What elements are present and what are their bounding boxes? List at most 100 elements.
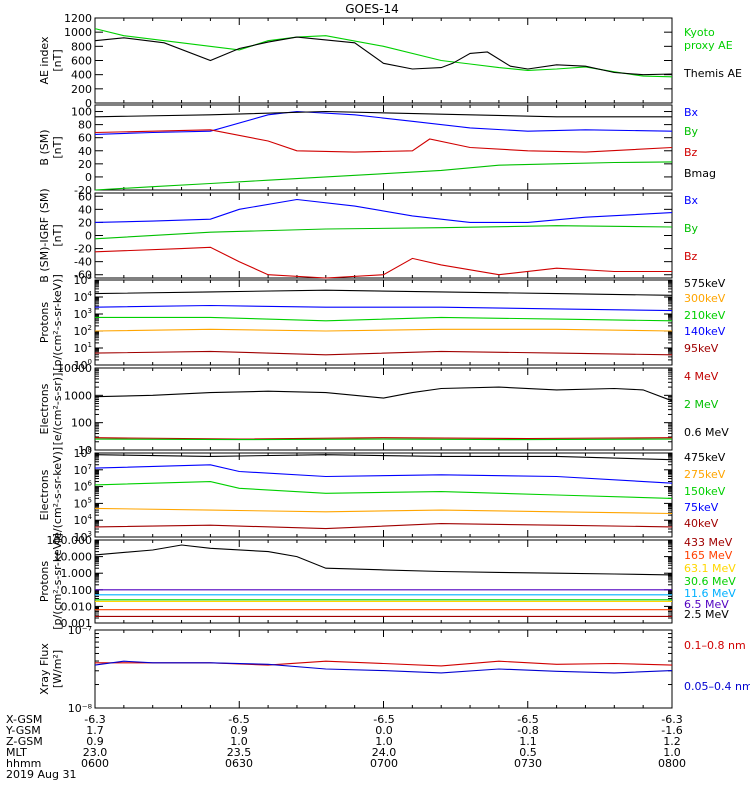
x-axis-value: -6.5 (228, 713, 249, 726)
legend-label: Bx (684, 194, 699, 207)
legend-label: 575keV (684, 277, 726, 290)
panel-7: 100.000 10.000 1.000 0.100 0.010 0.001 Protons… (38, 533, 736, 630)
y-tick-label: 0 (85, 97, 92, 110)
y-tick-label: 101 (74, 341, 92, 355)
y-tick-label: 10 (78, 444, 92, 457)
legend-label: 165 MeV (684, 549, 733, 562)
y-tick-label: 400 (71, 69, 92, 82)
series-line-4-mev (94, 437, 673, 440)
x-axis-value: -0.8 (517, 724, 538, 737)
x-axis-value: -6.3 (84, 713, 105, 726)
y-axis-label: Electrons (38, 469, 51, 520)
legend-label: 95keV (684, 342, 719, 355)
legend-label: proxy AE (684, 39, 733, 52)
series-line-0-05-0-4-nm (94, 660, 673, 674)
y-tick-label: 60 (78, 132, 92, 145)
y-tick-label: 20 (78, 158, 92, 171)
panel-4: 100 101 102 103 104 105 Protons [p/(cm²-s-sr-ke… (38, 273, 726, 372)
series-line-bz (94, 246, 672, 279)
legend-label: 0.05–0.4 nm (684, 680, 750, 693)
y-tick-label: 20 (78, 216, 92, 229)
legend-label: By (684, 125, 699, 138)
x-axis-value: 0.0 (375, 724, 393, 737)
y-tick-label: 10000 (57, 362, 92, 375)
y-tick-label: 100 (74, 358, 92, 372)
legend-label: 275keV (684, 468, 726, 481)
series-line-2-5-mev (94, 544, 673, 576)
x-axis-value: 1.0 (375, 735, 393, 748)
y-tick-label: 0 (85, 171, 92, 184)
series-line-bz (94, 129, 673, 153)
y-axis-label: B (SM)-IGRF (SM) (38, 188, 51, 282)
y-tick-label: 104 (74, 513, 93, 527)
legend-label: Bx (684, 106, 699, 119)
panel-frame (94, 17, 673, 104)
y-axis-label: [p/(cm²-s-sr-keV)] (51, 274, 64, 371)
y-tick-label: 102 (74, 324, 92, 338)
x-axis-value: 0.9 (86, 735, 104, 748)
series-line-0-1-0-8-nm (95, 660, 673, 667)
legend-label: 6.5 MeV (684, 598, 729, 611)
legend-label: 300keV (684, 292, 726, 305)
y-tick-label: 107 (74, 463, 92, 477)
y-tick-label: 105 (74, 273, 92, 287)
x-axis-value: 0600 (81, 757, 109, 770)
legend-label: 140keV (684, 325, 726, 338)
y-tick-label: 10⁻⁷ (68, 624, 92, 637)
series-line-bx (94, 198, 673, 223)
series-line-by (94, 161, 673, 191)
y-tick-label: 103 (74, 530, 92, 544)
legend-label: 210keV (684, 309, 726, 322)
y-tick-label: 1000 (64, 389, 92, 402)
x-axis-value: 1.0 (663, 746, 681, 759)
y-tick-label: 1.000 (61, 567, 93, 580)
series-line-40kev (94, 523, 673, 530)
panel-6: 103 104 105 106 107 108 Electrons [e/(cm²-s-sr-… (38, 446, 726, 544)
y-tick-label: 0.100 (61, 584, 93, 597)
y-axis-label: Electrons (38, 383, 51, 434)
x-axis-value: 1.2 (663, 735, 681, 748)
legend-label: 4 MeV (684, 370, 719, 383)
y-tick-label: -40 (74, 256, 92, 269)
series-line-210kev (95, 316, 673, 322)
panel-frame (94, 539, 673, 624)
y-tick-label: 0.001 (61, 617, 93, 630)
legend-label: 475keV (684, 451, 726, 464)
x-axis-row-label: 2019 Aug 31 (6, 768, 76, 781)
y-axis-label: [nT] (51, 136, 64, 158)
x-axis-row-label: Y-GSM (5, 724, 41, 737)
y-tick-label: 108 (74, 446, 92, 460)
y-axis-label: AE index (38, 36, 51, 85)
series-line-bx (94, 110, 673, 135)
y-tick-label: 60 (78, 190, 92, 203)
series-line-475kev (94, 454, 673, 461)
y-axis-label: Xray Flux (38, 643, 51, 695)
x-axis-value: 0800 (658, 757, 686, 770)
legend-label: 40keV (684, 517, 719, 530)
legend-label: 0.6 MeV (684, 426, 729, 439)
series-line-575kev (94, 289, 673, 296)
legend-label: 2.5 MeV (684, 608, 729, 621)
y-axis-label: [nT] (51, 224, 64, 246)
y-tick-label: 1200 (64, 12, 92, 25)
y-tick-label: 40 (78, 145, 92, 158)
x-axis-value: 1.0 (230, 735, 248, 748)
y-tick-label: 800 (71, 40, 92, 53)
y-axis-label: [p/(cm²-s-sr-keV)] (51, 533, 64, 630)
x-axis-value: -6.3 (661, 713, 682, 726)
y-tick-label: 106 (74, 480, 93, 494)
y-tick-label: 40 (78, 203, 92, 216)
series-line-95kev (94, 350, 673, 356)
y-tick-label: 1000 (64, 26, 92, 39)
panel-8: 10⁻⁷ 10⁻⁸ Xray Flux [W/m²] 0.1–0.8 nm 0.05–0.… (38, 624, 750, 715)
legend-label: 150keV (684, 485, 726, 498)
y-tick-label: 103 (74, 307, 92, 321)
x-axis-value: 0630 (225, 757, 253, 770)
x-axis-value: 24.0 (372, 746, 397, 759)
x-axis-row-label: MLT (6, 746, 27, 759)
series-line-themis-ae (94, 36, 673, 76)
